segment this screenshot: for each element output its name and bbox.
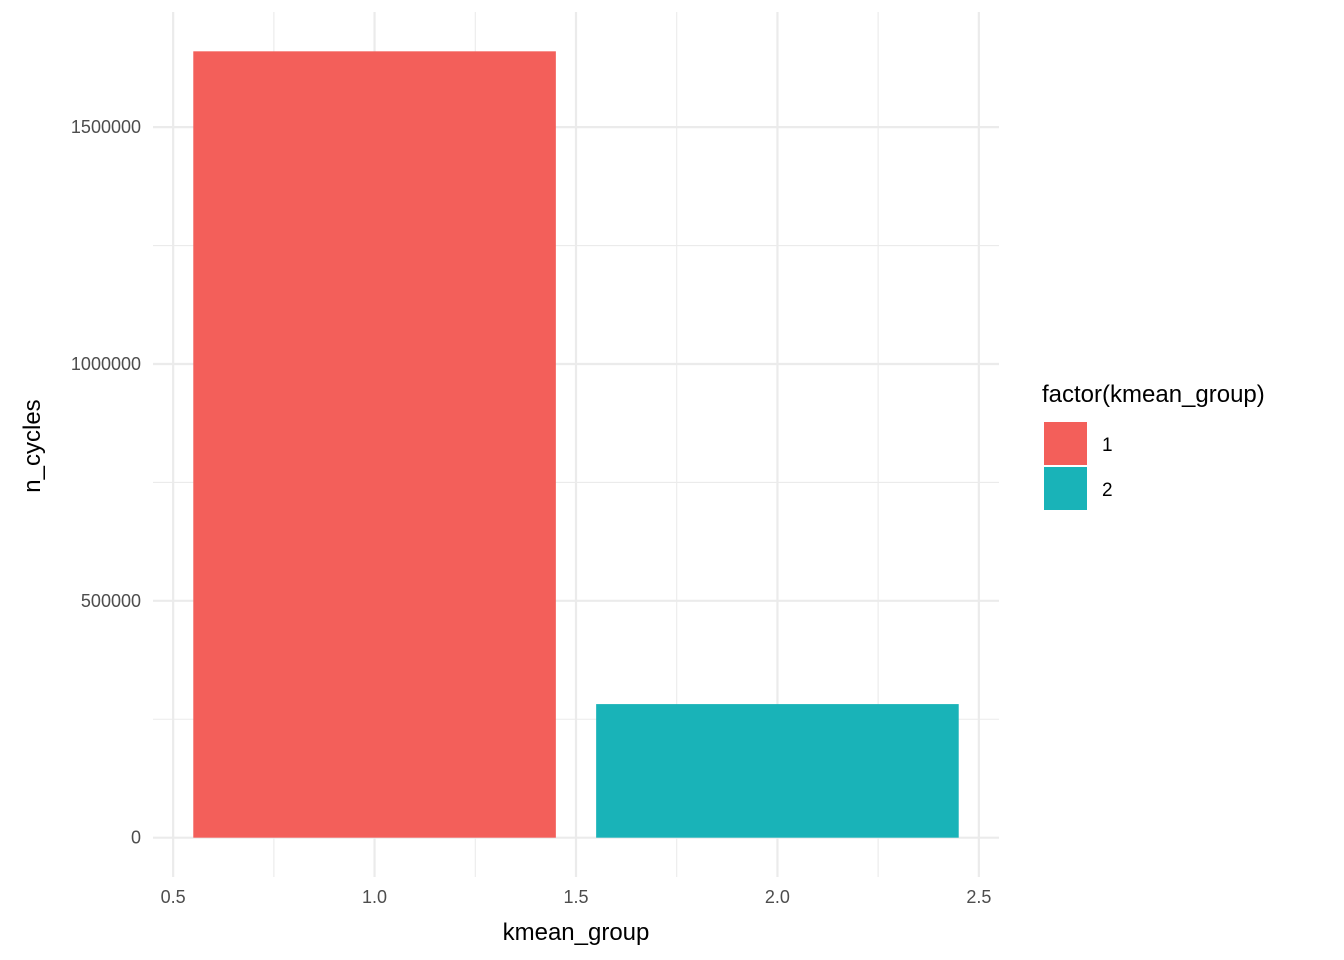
x-tick-label: 1.5 xyxy=(563,887,588,907)
y-tick-label: 0 xyxy=(131,828,141,848)
x-tick-label: 2.0 xyxy=(765,887,790,907)
y-tick-label: 500000 xyxy=(81,591,141,611)
bar-group-1 xyxy=(193,51,556,838)
legend-title: factor(kmean_group) xyxy=(1042,381,1265,408)
y-tick-label: 1500000 xyxy=(71,117,141,137)
x-tick-label: 0.5 xyxy=(161,887,186,907)
y-tick-label: 1000000 xyxy=(71,354,141,374)
x-tick-label: 1.0 xyxy=(362,887,387,907)
legend-entries: 12 xyxy=(1044,422,1113,510)
legend: factor(kmean_group) 12 xyxy=(1042,381,1265,510)
bars xyxy=(193,51,959,838)
bar-group-2 xyxy=(596,704,959,838)
legend-label-2: 2 xyxy=(1102,480,1113,501)
y-axis-title: n_cycles xyxy=(19,399,46,492)
legend-key-2 xyxy=(1044,467,1087,510)
legend-label-1: 1 xyxy=(1102,435,1113,456)
x-tick-label: 2.5 xyxy=(966,887,991,907)
x-axis-title: kmean_group xyxy=(503,919,650,946)
legend-key-1 xyxy=(1044,422,1087,465)
y-tick-labels: 0 500000 1000000 1500000 xyxy=(71,117,141,848)
x-tick-labels: 0.5 1.0 1.5 2.0 2.5 xyxy=(161,887,992,907)
